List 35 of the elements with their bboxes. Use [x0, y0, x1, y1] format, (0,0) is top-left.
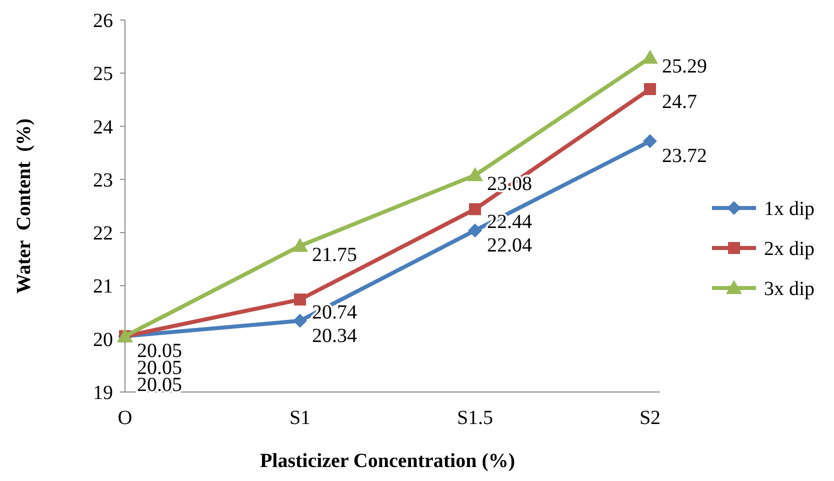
y-tick-label: 19: [93, 382, 113, 404]
x-axis-title: Plasticizer Concentration (%): [260, 450, 516, 472]
point: [292, 238, 308, 252]
data-label: 20.74: [312, 302, 357, 324]
data-label: 21.75: [312, 244, 357, 266]
point: [469, 203, 481, 216]
data-label: 23.72: [662, 145, 707, 168]
y-axis-title: Water Content (%): [13, 118, 35, 294]
data-label: 20.34: [312, 324, 357, 347]
y-tick-label: 24: [93, 116, 113, 138]
point: [294, 294, 306, 306]
point: [643, 134, 657, 148]
point: [642, 50, 658, 64]
x-tick-label: S1.5: [456, 407, 494, 429]
legend-label: 3x dip: [764, 278, 815, 300]
x-tick-label: O: [118, 407, 132, 429]
data-label: 24.7: [662, 91, 697, 114]
y-tick-label: 25: [93, 63, 113, 86]
point: [467, 167, 483, 182]
data-label: 20.05: [137, 374, 182, 396]
point: [293, 314, 307, 328]
y-tick-label: 22: [93, 222, 113, 245]
x-tick-label: S1: [289, 407, 311, 429]
point: [644, 83, 656, 96]
data-label: 22.04: [487, 234, 532, 256]
data-label: 25.29: [662, 56, 707, 78]
x-tick-label: S2: [639, 407, 661, 429]
y-tick-label: 20: [93, 328, 113, 351]
point: [468, 223, 482, 238]
data-label: 22.44: [487, 211, 532, 234]
y-tick-label: 23: [93, 169, 113, 192]
y-tick-label: 26: [93, 10, 113, 32]
legend-label: 2x dip: [764, 238, 815, 260]
legend-label: 1x dip: [764, 198, 815, 220]
y-tick-label: 21: [93, 276, 113, 298]
